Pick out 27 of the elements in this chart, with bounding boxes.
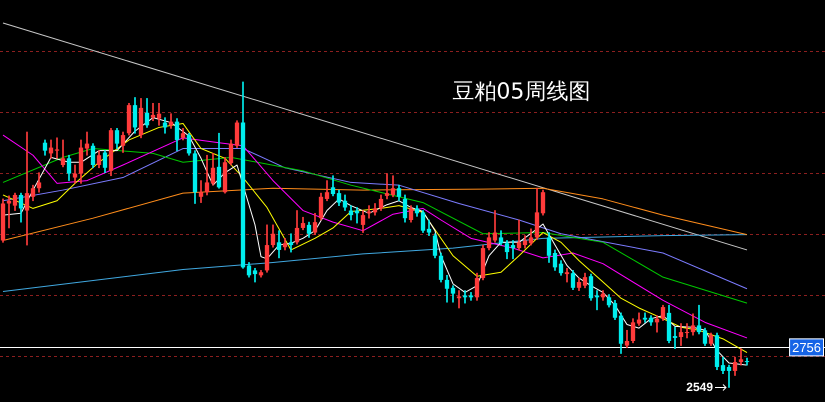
candlestick [24,132,30,246]
candlestick [684,323,690,338]
candlestick [624,330,630,348]
candlestick [468,292,474,301]
candlestick [354,207,360,224]
candlestick [492,210,498,243]
annotation: 2549 [686,380,714,394]
candlestick [366,205,372,219]
candlestick [84,132,90,156]
chart-title: 豆粕05周线图 [452,80,590,105]
candlestick [510,240,516,260]
candlestick [594,290,600,310]
candlestick [156,102,162,126]
candlestick [198,180,204,203]
candlestick [204,154,210,196]
candlestick [654,315,660,332]
candlestick [72,164,78,184]
candlestick [744,358,750,366]
candlestick [462,290,468,304]
candlestick [60,140,66,168]
candlestick [384,173,390,200]
candlestick [564,268,570,282]
candlestick [678,323,684,346]
text: 2756 [792,340,821,355]
candlestick [672,326,678,349]
candlestick [726,364,732,388]
candlestick [696,304,702,334]
